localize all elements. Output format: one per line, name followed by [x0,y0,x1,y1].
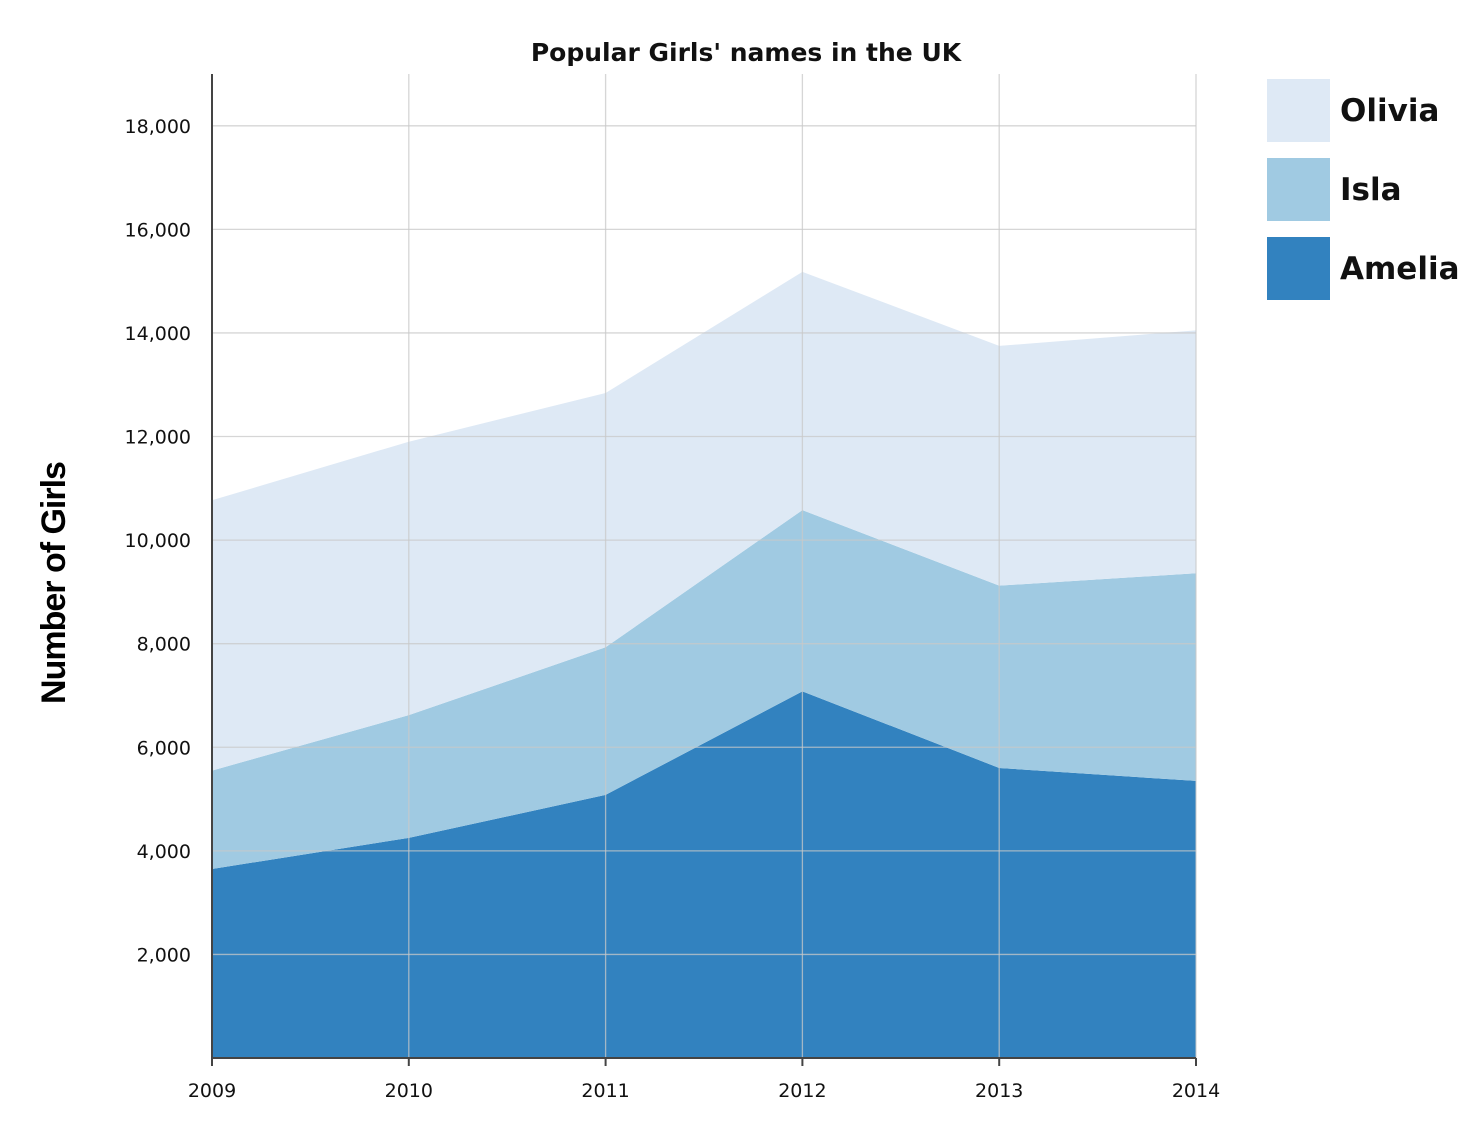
y-tick-labels: 2,000 4,000 6,000 8,000 10,000 12,000 14,000 16… [125,116,191,967]
legend-swatch-amelia [1267,237,1330,300]
x-tick-label: 2010 [385,1080,433,1102]
chart-title: Popular Girls' names in the UK [531,38,963,67]
legend-label-olivia: Olivia [1340,93,1439,129]
area-amelia [212,691,1196,1058]
y-tick-label: 6,000 [137,737,191,759]
y-tick-label: 4,000 [137,841,191,863]
x-tick-label: 2009 [188,1080,236,1102]
y-tick-label: 10,000 [125,530,191,552]
legend-swatch-olivia [1267,79,1330,142]
area-layers [212,271,1196,1058]
legend-swatch-isla [1267,158,1330,221]
y-tick-label: 18,000 [125,116,191,138]
area-isla [212,510,1196,869]
area-olivia [212,271,1196,771]
legend: Olivia Isla Amelia [1267,79,1460,300]
axes [211,74,1197,1066]
x-tick-label: 2012 [778,1080,826,1102]
y-tick-label: 2,000 [137,944,191,966]
legend-label-isla: Isla [1340,172,1402,208]
y-tick-label: 8,000 [137,634,191,656]
x-tick-labels: 2009 2010 2011 2012 2013 2014 [188,1080,1220,1102]
x-tick-label: 2014 [1172,1080,1220,1102]
x-tick-label: 2011 [581,1080,629,1102]
legend-label-amelia: Amelia [1340,251,1460,287]
y-tick-label: 16,000 [125,219,191,241]
y-tick-label: 12,000 [125,427,191,449]
y-tick-label: 14,000 [125,323,191,345]
x-tick-label: 2013 [975,1080,1023,1102]
y-axis-label: Number of Girls [35,462,73,704]
